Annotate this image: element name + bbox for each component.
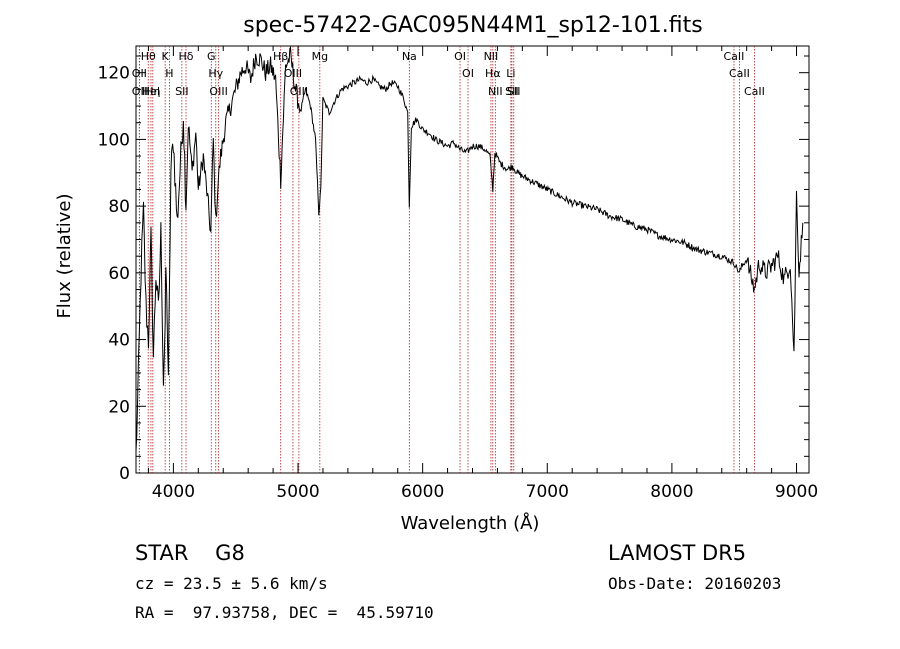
line-label: H: [165, 67, 173, 80]
y-tick-label: 80: [108, 197, 130, 217]
y-axis-label: Flux (relative): [54, 193, 75, 318]
line-label: Hγ: [208, 67, 223, 80]
chart-title: spec-57422-GAC095N44M1_sp12-101.fits: [243, 13, 703, 38]
x-tick-label: 9000: [775, 482, 818, 502]
survey-name: LAMOST DR5: [608, 541, 747, 565]
line-label: OII: [132, 85, 147, 98]
line-label: SII: [505, 85, 518, 98]
plot-frame: [135, 45, 810, 474]
observation-date: Obs-Date: 20160203: [608, 574, 782, 593]
line-label: HeI: [142, 85, 160, 98]
line-label: CaII: [744, 85, 765, 98]
line-label: Hα: [485, 67, 501, 80]
line-label: K: [162, 50, 170, 63]
y-tick-label: 60: [108, 264, 130, 284]
x-tick-label: 7000: [526, 482, 569, 502]
line-label: OI: [462, 67, 474, 80]
line-label: Hδ: [178, 50, 193, 63]
object-class: STAR G8: [135, 541, 245, 565]
line-label: NII: [488, 85, 503, 98]
line-label: SII: [507, 85, 520, 98]
line-label: CaII: [729, 67, 750, 80]
y-tick-label: 0: [119, 464, 130, 484]
x-tick-label: 8000: [650, 482, 693, 502]
line-label: OIII: [290, 85, 308, 98]
line-label: Mg: [312, 50, 328, 63]
line-label: NII: [484, 50, 499, 63]
line-label: Hθ: [141, 50, 156, 63]
y-tick-label: 20: [108, 397, 130, 417]
coordinates-info: RA = 97.93758, DEC = 45.59710: [135, 603, 434, 622]
redshift-info: cz = 23.5 ± 5.6 km/s: [135, 574, 328, 593]
x-tick-label: 5000: [276, 482, 319, 502]
y-tick-label: 120: [98, 64, 130, 84]
y-tick-label: 40: [108, 331, 130, 351]
y-tick-label: 100: [98, 130, 130, 150]
line-label: OIII: [209, 85, 227, 98]
line-label: SII: [175, 85, 188, 98]
line-label: OIII: [284, 67, 302, 80]
line-label: CaII: [724, 50, 745, 63]
spectrum-line: [135, 45, 804, 452]
x-tick-label: 6000: [401, 482, 444, 502]
line-label: Li: [506, 67, 515, 80]
line-label: G: [207, 50, 216, 63]
x-tick-label: 4000: [152, 482, 195, 502]
line-label: Hβ: [273, 50, 288, 63]
line-label: OI: [454, 50, 466, 63]
line-label: Na: [402, 50, 417, 63]
x-axis-label: Wavelength (Å): [401, 512, 540, 534]
line-label: OII: [132, 67, 147, 80]
line-label: Hη: [145, 85, 160, 98]
